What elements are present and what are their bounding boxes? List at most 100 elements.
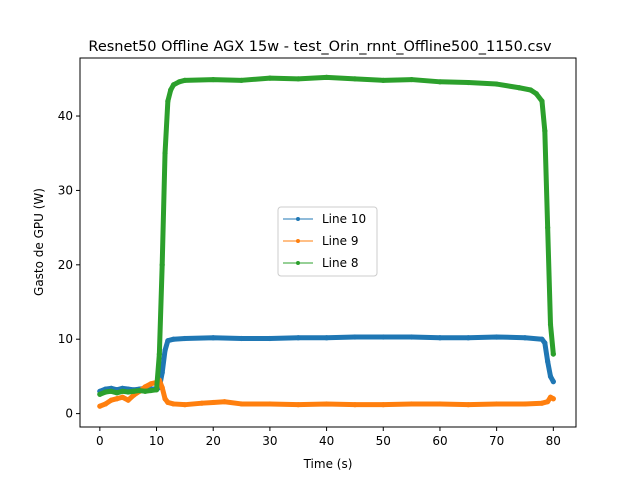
data-point — [528, 87, 534, 93]
data-point — [125, 397, 131, 403]
legend-box — [277, 206, 378, 277]
data-point — [114, 396, 120, 402]
data-point — [465, 335, 471, 341]
data-point — [170, 336, 177, 342]
data-point — [168, 87, 174, 93]
data-point — [267, 335, 273, 342]
data-point — [550, 396, 556, 402]
data-point — [162, 396, 168, 402]
data-point — [267, 401, 273, 407]
data-point — [238, 401, 245, 407]
data-point — [153, 387, 160, 393]
data-point — [165, 98, 171, 104]
data-point — [380, 402, 386, 408]
data-point — [465, 402, 471, 408]
data-point — [539, 336, 545, 342]
data-point — [182, 77, 188, 83]
x-axis-label: Time (s) — [303, 457, 353, 471]
data-point — [550, 379, 556, 385]
data-point — [176, 79, 182, 85]
y-tick-label: 10 — [58, 332, 73, 346]
data-point — [97, 391, 103, 397]
x-tick-label: 0 — [96, 434, 104, 448]
data-point — [182, 335, 188, 342]
data-point — [494, 401, 500, 407]
data-point — [119, 388, 126, 394]
data-point — [142, 388, 148, 394]
data-point — [131, 388, 137, 394]
data-point — [142, 384, 148, 390]
legend: Line 10 Line 9 Line 8 — [277, 206, 378, 277]
data-point — [545, 399, 551, 405]
data-point — [409, 334, 415, 340]
data-point — [136, 387, 143, 394]
data-point — [295, 335, 301, 341]
data-point — [165, 399, 171, 406]
legend-marker — [296, 239, 300, 243]
data-point — [199, 400, 205, 406]
data-point — [533, 91, 539, 97]
data-point — [522, 335, 528, 341]
data-point — [437, 401, 443, 407]
data-point — [148, 387, 154, 394]
data-point — [162, 150, 168, 156]
data-point — [221, 399, 228, 405]
legend-label: Line 10 — [322, 212, 366, 226]
data-point — [323, 335, 330, 341]
data-point — [494, 334, 500, 340]
data-point — [547, 321, 554, 327]
data-point — [323, 401, 330, 407]
y-tick-label: 20 — [58, 258, 73, 272]
data-point — [409, 76, 415, 83]
data-point — [148, 381, 154, 387]
data-point — [323, 74, 330, 80]
x-tick-label: 10 — [149, 434, 164, 448]
data-point — [156, 351, 162, 357]
data-point — [125, 389, 131, 395]
y-tick-label: 30 — [58, 183, 73, 197]
series-layer — [97, 74, 556, 409]
data-point — [182, 402, 188, 408]
data-point — [545, 358, 551, 365]
data-point — [238, 335, 245, 342]
legend-marker — [296, 217, 300, 221]
legend-label: Line 8 — [322, 256, 358, 270]
data-point — [114, 390, 120, 396]
data-point — [210, 76, 216, 83]
data-point — [165, 338, 171, 344]
data-point — [295, 76, 301, 82]
legend-entry: Line 8 — [283, 256, 358, 270]
data-point — [97, 403, 103, 409]
data-point — [159, 262, 165, 268]
data-point — [238, 77, 245, 83]
data-point — [102, 401, 109, 407]
data-point — [159, 384, 165, 391]
x-tick-label: 80 — [546, 434, 561, 448]
x-tick-label: 30 — [262, 434, 277, 448]
data-point — [210, 335, 216, 341]
data-point — [494, 81, 500, 87]
data-point — [380, 77, 386, 83]
data-point — [380, 334, 386, 340]
data-point — [437, 79, 443, 85]
data-point — [210, 399, 216, 406]
data-point — [522, 401, 528, 407]
data-point — [465, 79, 471, 86]
y-axis: 0 10 20 30 40 — [58, 109, 80, 421]
data-point — [159, 370, 165, 376]
data-point — [108, 388, 114, 394]
data-point — [352, 334, 358, 340]
data-point — [550, 351, 556, 357]
data-point — [267, 75, 273, 81]
data-point — [119, 394, 126, 400]
plot-frame — [79, 57, 577, 428]
data-point — [352, 76, 358, 82]
data-point — [547, 373, 554, 380]
legend-entry: Line 10 — [283, 212, 366, 226]
data-point — [409, 401, 415, 407]
x-tick-label: 40 — [319, 434, 334, 448]
data-point — [542, 340, 548, 346]
data-point — [542, 128, 548, 134]
x-axis: 0 10 20 30 40 50 60 70 80 — [96, 427, 561, 448]
